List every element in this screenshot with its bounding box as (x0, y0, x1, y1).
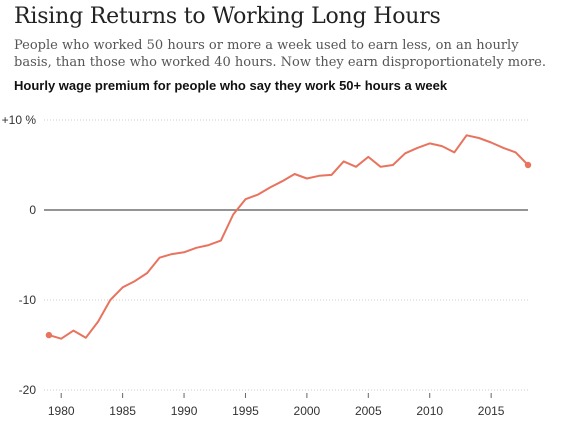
series-end-point (524, 161, 532, 169)
series-line (47, 134, 529, 340)
y-tick-label: +10 % (2, 113, 37, 127)
series-start-point (45, 331, 53, 339)
x-tick-label: 1995 (232, 404, 259, 418)
y-tick-label: -20 (19, 383, 37, 397)
chart-title: Hourly wage premium for people who say t… (14, 78, 448, 93)
x-tick-label: 1985 (109, 404, 136, 418)
page-subtitle: People who worked 50 hours or more a wee… (14, 38, 547, 70)
page-title: Rising Returns to Working Long Hours (14, 4, 441, 29)
x-tick-label: 2000 (294, 404, 321, 418)
x-tick-label: 2010 (416, 404, 443, 418)
x-tick-label: 2005 (355, 404, 382, 418)
y-tick-label: -10 (19, 293, 37, 307)
x-tick-label: 1990 (171, 404, 198, 418)
x-tick-label: 2015 (478, 404, 505, 418)
x-tick-label: 1980 (48, 404, 75, 418)
y-tick-label: 0 (29, 203, 36, 217)
